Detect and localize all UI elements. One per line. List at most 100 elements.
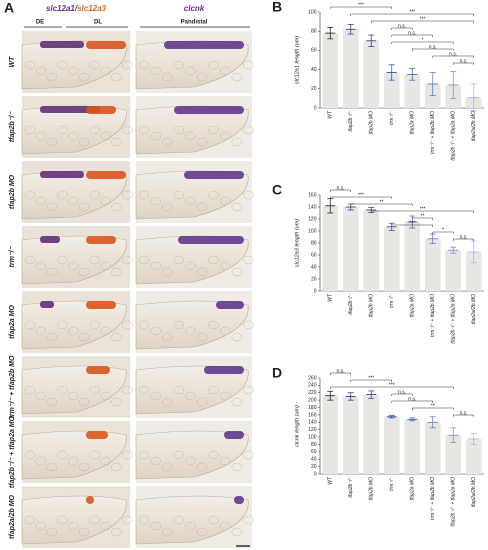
stain [204,366,244,374]
cell [243,190,254,200]
x-tick-label: tfap2b⁻/⁻ + tfap2a MO [451,477,457,527]
significance-bracket [350,13,474,16]
bar [322,205,339,291]
row-label: WT [9,56,16,68]
cell [78,527,90,537]
cell [138,190,150,200]
cell [46,397,57,407]
cell [173,450,185,460]
bar [465,438,482,474]
cell [161,332,173,342]
cell [243,125,254,135]
cell [121,320,133,330]
x-tick-label: tfap2a MO [410,477,416,500]
cell [35,131,47,141]
stain [86,496,94,504]
y-tick-label: 120 [308,216,317,222]
cell [208,125,219,135]
cell [46,72,57,82]
cell [111,137,122,147]
significance-label: n.s. [398,389,406,395]
x-tick-label: trm⁻/⁻ + tfap2b MO [430,294,436,337]
cell [57,60,68,70]
cell [121,125,133,135]
x-tick-label: tfap2b MO [369,477,375,500]
x-tick-label: tfap2a/2b MO [471,111,477,141]
cell [173,60,185,70]
cell [208,320,219,330]
y-tick-label: 60 [311,48,317,54]
cell [231,137,243,147]
cell [161,137,173,147]
stain [86,106,116,114]
cell [173,190,185,200]
cell [173,320,185,330]
cell [111,527,122,537]
cell [173,255,185,265]
cell [185,66,196,76]
stain [86,41,126,49]
cell [185,391,196,401]
cell [219,66,231,76]
y-tick-label: 0 [314,105,317,111]
cell [67,261,79,271]
cell [78,137,90,147]
stain-sep: / [74,4,78,13]
cell [67,196,79,206]
row-label: tfap2b⁻/⁻ + tfap2a MO [9,415,16,488]
cell [185,261,196,271]
cell [46,462,57,472]
x-tick-label: trm⁻/⁻ [389,477,395,491]
significance-bracket [453,414,474,417]
cell [219,196,231,206]
bar [363,210,380,291]
cell [100,521,111,531]
cell [196,202,208,212]
y-tick-label: 0 [314,288,317,294]
cell [208,60,219,70]
cell [57,515,68,525]
stain [224,431,244,439]
significance-label: * [422,37,424,43]
cell [35,261,47,271]
x-tick-label: tfap2b⁻/⁻ + tfap2a MO [451,111,457,161]
y-tick-label: 100 [308,434,317,440]
cell [100,391,111,401]
significance-label: ** [380,199,384,205]
cell [231,462,243,472]
cell [196,462,208,472]
y-tick-label: 260 [308,375,317,381]
stain [234,496,244,504]
row-label: tfap2a MO [9,305,16,339]
cell [100,66,111,76]
x-tick-label: tfap2b⁻/⁻ + tfap2a MO [451,294,457,344]
bar [383,226,400,291]
cell [196,397,208,407]
significance-bracket [391,224,433,227]
x-tick-label: trm⁻/⁻ + tfap2b MO [430,477,436,520]
significance-bracket [453,62,474,65]
cell [185,456,196,466]
significance-bracket [330,372,351,375]
cell [243,60,254,70]
y-tick-label: 160 [308,192,317,198]
y-tick-label: 120 [308,427,317,433]
y-tick-label: 20 [311,86,317,92]
cell [67,326,79,336]
bar [322,395,339,474]
cell [89,320,101,330]
cell [24,255,36,265]
stain [216,301,244,309]
y-tick-label: 220 [308,390,317,396]
tissue [135,430,249,480]
cell [196,137,208,147]
panel-letter: C [272,182,282,198]
cell [111,72,122,82]
significance-bracket [432,55,474,58]
x-tick-label: tfap2b MO [369,294,375,317]
cell [24,60,36,70]
segment-label: DL [94,20,102,26]
cell [196,72,208,82]
x-tick-label: tfap2a MO [410,294,416,317]
y-tick-label: 20 [311,464,317,470]
